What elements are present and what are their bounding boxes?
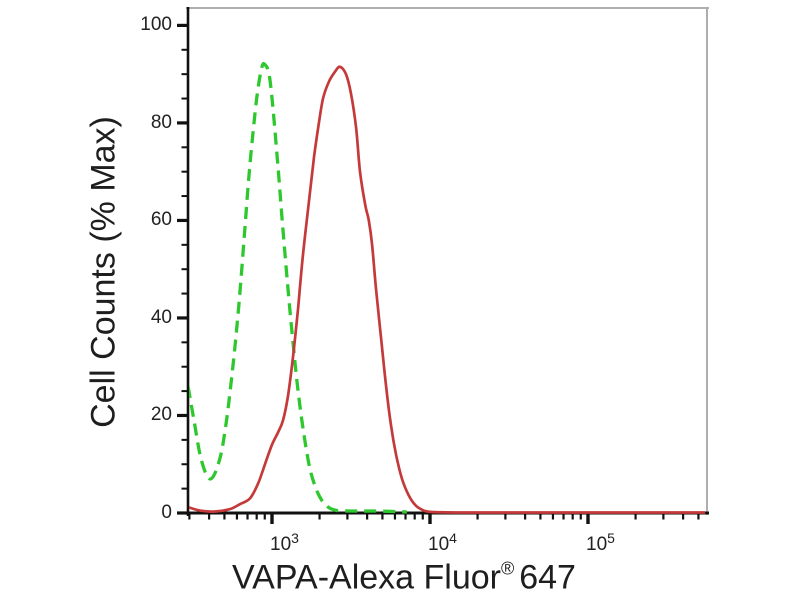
y-tick-label: 20 <box>150 404 172 426</box>
x-tick-label: 104 <box>428 530 457 555</box>
x-tick-label: 105 <box>586 530 615 555</box>
red-solid-curve <box>189 65 706 514</box>
y-axis-title: Cell Counts (% Max) <box>84 116 123 428</box>
y-tick-label: 40 <box>150 306 172 328</box>
x-axis-title-main: VAPA-Alexa Fluor <box>232 558 501 597</box>
x-tick-label: 103 <box>270 530 299 555</box>
registered-trademark-symbol: ® <box>500 558 515 579</box>
x-tick-exponent: 4 <box>449 530 457 546</box>
y-tick-label: 100 <box>140 14 172 36</box>
x-axis-title-suffix: 647 <box>519 558 576 597</box>
y-tick-label: 0 <box>161 502 172 523</box>
x-tick-exponent: 5 <box>607 530 615 546</box>
y-tick-label: 80 <box>150 111 172 133</box>
y-tick-label: 60 <box>150 209 172 231</box>
x-axis-title: VAPA-Alexa Fluor® 647 <box>232 559 576 598</box>
x-tick-exponent: 3 <box>291 530 299 546</box>
green-dashed-curve <box>189 61 407 514</box>
